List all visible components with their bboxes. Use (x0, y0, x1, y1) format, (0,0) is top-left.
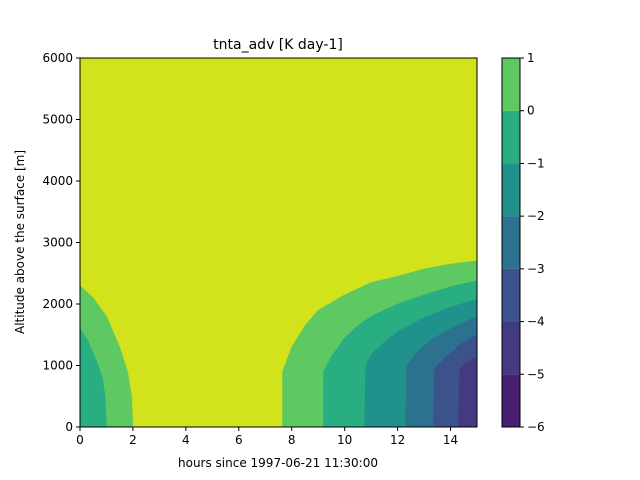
x-axis-label: hours since 1997-06-21 11:30:00 (178, 456, 378, 470)
y-axis: 0 1000 2000 3000 4000 5000 6000 (42, 51, 80, 434)
colorbar-segment (502, 163, 520, 217)
plot-area (79, 57, 478, 428)
colorbar-tick-label: −4 (527, 315, 545, 329)
colorbar-axis: −6 −5 −4 −3 −2 −1 0 1 (520, 51, 545, 434)
colorbar-segment (502, 216, 520, 269)
x-tick-label: 14 (443, 433, 458, 447)
colorbar-tick-label: −6 (527, 420, 545, 434)
y-axis-label: Altitude above the surface [m] (13, 150, 27, 334)
x-tick-label: 0 (76, 433, 84, 447)
colorbar-tick-label: −3 (527, 262, 545, 276)
colorbar-tick-label: −1 (527, 156, 545, 170)
colorbar-tick-label: −2 (527, 209, 545, 223)
x-axis: 0 2 4 6 8 10 12 14 (76, 427, 458, 447)
contour-region-8 (458, 357, 478, 428)
contour-region-2 (79, 327, 107, 428)
y-tick-label: 3000 (42, 236, 73, 250)
x-tick-label: 6 (235, 433, 243, 447)
y-tick-label: 6000 (42, 51, 73, 65)
colorbar-segment (502, 321, 520, 375)
x-tick-label: 12 (390, 433, 405, 447)
colorbar (502, 58, 520, 427)
y-tick-label: 2000 (42, 297, 73, 311)
chart-title: tnta_adv [K day-1] (213, 37, 343, 53)
x-tick-label: 4 (182, 433, 190, 447)
colorbar-tick-label: 0 (527, 104, 535, 118)
x-tick-label: 10 (337, 433, 352, 447)
colorbar-segment (502, 110, 520, 164)
y-tick-label: 5000 (42, 113, 73, 127)
colorbar-segment (502, 58, 520, 111)
x-tick-label: 2 (129, 433, 137, 447)
y-tick-label: 0 (65, 420, 73, 434)
y-tick-label: 4000 (42, 174, 73, 188)
x-tick-label: 8 (288, 433, 296, 447)
colorbar-segment (502, 374, 520, 427)
colorbar-segment (502, 268, 520, 322)
colorbar-tick-label: −5 (527, 367, 545, 381)
y-tick-label: 1000 (42, 359, 73, 373)
colorbar-frame (501, 57, 521, 428)
colorbar-tick-label: 1 (527, 51, 535, 65)
